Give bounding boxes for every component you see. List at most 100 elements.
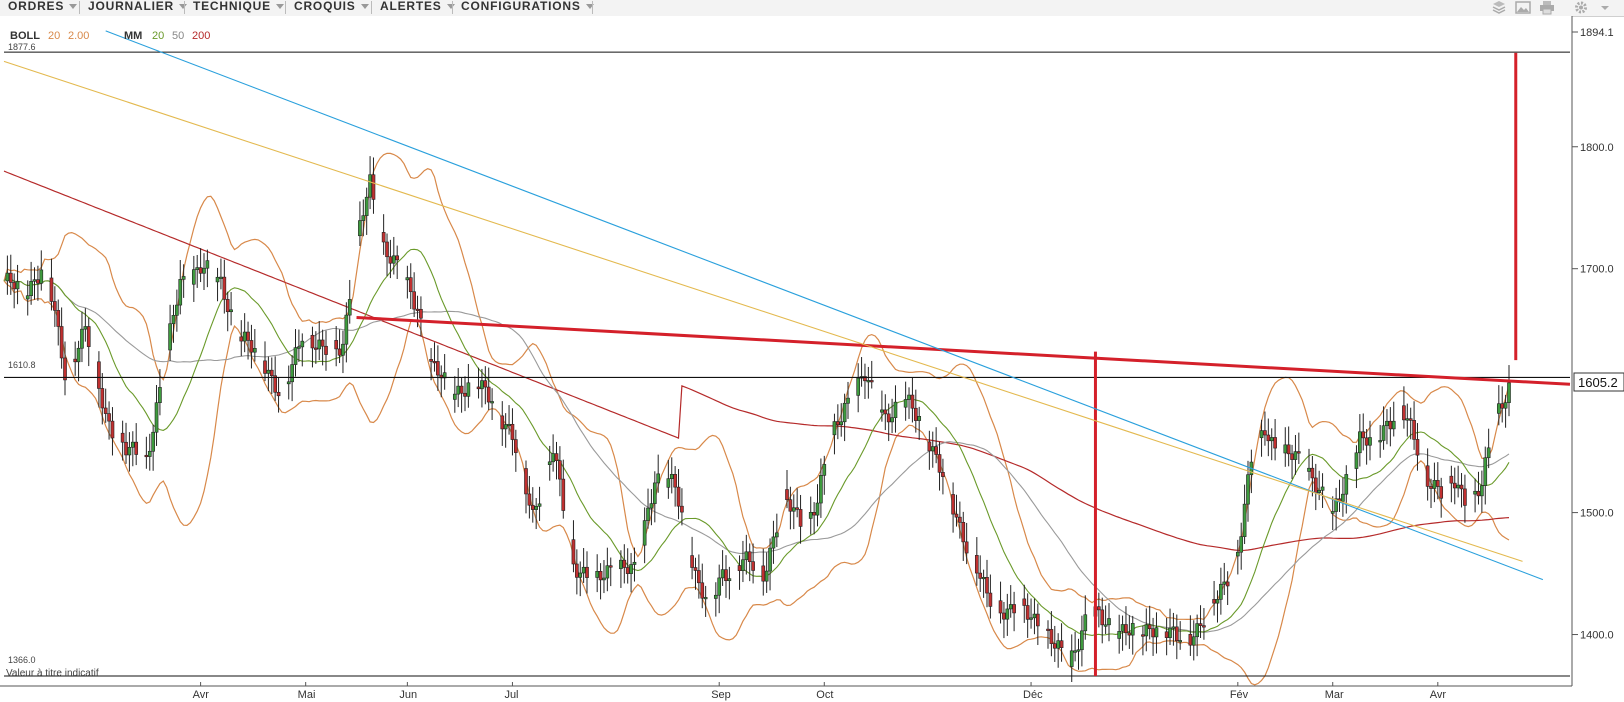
candle-up: [317, 339, 322, 350]
candle-up: [981, 576, 986, 580]
candle-up: [832, 421, 837, 436]
candle-up: [178, 279, 183, 306]
candle-up: [1283, 444, 1288, 454]
candle-up: [490, 401, 494, 404]
candle-down: [1100, 609, 1105, 626]
candle-up: [1171, 626, 1176, 629]
candle-up: [1341, 493, 1345, 502]
layers-icon[interactable]: [1490, 0, 1508, 15]
candle-up: [642, 520, 647, 546]
candle-down: [53, 301, 57, 311]
candle-down: [483, 380, 488, 388]
candle-up: [581, 566, 586, 574]
candle-down: [978, 572, 983, 579]
candle-down: [625, 567, 630, 574]
candle-up: [1195, 623, 1199, 638]
candle-down: [225, 299, 230, 313]
candle-up: [229, 309, 233, 313]
candle-up: [727, 578, 732, 582]
candle-up: [130, 441, 135, 448]
candle-down: [988, 592, 993, 607]
candle-down: [571, 539, 576, 565]
candle-down: [1439, 486, 1444, 499]
candle-down: [747, 551, 752, 562]
menu-technique[interactable]: TECHNIQUE: [193, 0, 284, 15]
candle-down: [320, 339, 325, 347]
chevron-down-icon: [360, 4, 369, 10]
candle-down: [886, 413, 891, 423]
candle-down: [249, 340, 254, 353]
candle-down: [836, 421, 840, 426]
candle-up: [1320, 486, 1325, 491]
candle-up: [656, 473, 661, 484]
menu-alertes[interactable]: ALERTES: [380, 0, 455, 15]
menu-configurations[interactable]: CONFIGURATIONS: [461, 0, 594, 15]
candle-down: [49, 277, 54, 302]
candle-down: [1059, 640, 1064, 648]
chevron-down-icon: [446, 4, 455, 10]
y-tick-label: 1800.0: [1580, 142, 1614, 154]
candle-down: [1463, 488, 1467, 506]
candle-down: [1198, 623, 1203, 626]
candle-down: [1425, 465, 1430, 487]
menu-divider: [452, 1, 453, 14]
candle-up: [358, 220, 362, 237]
candle-up: [361, 215, 366, 221]
menu-journalier[interactable]: JOURNALIER: [88, 0, 188, 15]
candle-up: [29, 280, 33, 297]
candle-up: [1456, 484, 1460, 489]
candle-down: [1361, 431, 1366, 439]
candle-up: [1334, 498, 1338, 512]
candle-down: [622, 559, 627, 568]
candle-down: [1124, 624, 1128, 634]
candle-up: [297, 346, 301, 349]
current-price-badge: [1573, 372, 1624, 392]
settings-caret-icon[interactable]: [1596, 0, 1614, 15]
candle-up: [846, 397, 850, 404]
candle-up: [808, 511, 813, 519]
image-icon[interactable]: [1514, 0, 1532, 15]
candle-up: [1483, 457, 1488, 486]
candle-up: [127, 446, 132, 456]
candle-up: [83, 326, 88, 330]
candle-up: [1239, 536, 1244, 553]
x-tick-label: Jun: [399, 689, 417, 701]
candle-up: [717, 577, 722, 596]
candle-down: [1097, 606, 1101, 611]
candle-down: [1415, 439, 1420, 456]
candle-up: [741, 559, 745, 571]
candle-down: [8, 272, 13, 283]
candle-up: [1144, 624, 1149, 637]
candle-up: [1083, 614, 1088, 632]
candle-up: [293, 347, 298, 365]
menu-ordres[interactable]: ORDRES: [8, 0, 78, 15]
gear-icon[interactable]: [1572, 0, 1590, 15]
candle-down: [869, 380, 874, 383]
print-icon[interactable]: [1538, 0, 1556, 15]
menu-croquis[interactable]: CROQUIS: [294, 0, 369, 15]
legend-boll-name: BOLL: [10, 30, 40, 42]
candle-down: [1429, 486, 1433, 489]
candle-down: [239, 336, 244, 342]
candle-down: [1225, 581, 1230, 587]
candle-down: [310, 334, 315, 349]
legend-mm-name: MM: [124, 30, 142, 42]
candle-down: [863, 376, 867, 382]
candle-up: [856, 377, 861, 396]
candle-up: [39, 269, 44, 284]
candle-up: [1486, 447, 1491, 459]
price-chart[interactable]: 1894.1 1800.0 1700.0 1500.0 1400.0 Avr Mai Jun…: [0, 16, 1624, 702]
x-tick-label: Mai: [298, 689, 316, 701]
x-axis: Avr Mai Jun Jul Sep Oct Déc Fév Mar Avr: [193, 682, 1446, 701]
candle-up: [1029, 617, 1033, 620]
candle-down: [1452, 482, 1457, 489]
candle-up: [1317, 489, 1321, 493]
candle-down: [1388, 420, 1393, 430]
legend-mm-200: 200: [192, 30, 210, 42]
candle-down: [459, 385, 464, 394]
candle-down: [585, 566, 589, 578]
candle-down: [697, 570, 701, 584]
chevron-down-icon: [585, 4, 594, 10]
candle-up: [1246, 474, 1250, 505]
candle-down: [761, 565, 766, 582]
